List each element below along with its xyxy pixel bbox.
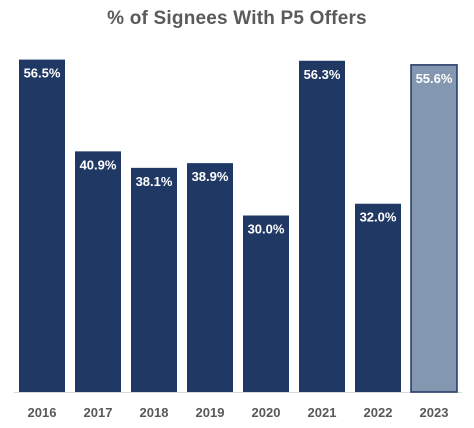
x-tick-label-2016: 2016 (28, 405, 57, 420)
x-tick-label-2023: 2023 (420, 405, 449, 420)
x-tick-label-2019: 2019 (196, 405, 225, 420)
data-label-2022: 32.0% (360, 210, 397, 225)
bar-2017 (75, 151, 121, 392)
chart-title: % of Signees With P5 Offers (107, 8, 367, 29)
x-tick-label-2018: 2018 (140, 405, 169, 420)
data-label-2016: 56.5% (24, 66, 61, 81)
x-tick-label-2017: 2017 (84, 405, 113, 420)
bar-2019 (187, 163, 233, 392)
bar-2018 (131, 167, 177, 392)
data-label-2018: 38.1% (136, 174, 173, 189)
bar-2021 (299, 60, 345, 392)
data-label-2017: 40.9% (80, 157, 117, 172)
x-tick-label-2021: 2021 (308, 405, 337, 420)
data-label-2020: 30.0% (248, 222, 285, 237)
x-tick-label-2022: 2022 (364, 405, 393, 420)
data-label-2021: 56.3% (304, 67, 341, 82)
bar-2020 (243, 215, 289, 392)
x-tick-label-2020: 2020 (252, 405, 281, 420)
bar-2022 (355, 203, 401, 392)
bar-2023 (410, 64, 458, 393)
data-label-2023: 55.6% (416, 71, 453, 86)
data-label-2019: 38.9% (192, 169, 229, 184)
bar-2016 (19, 59, 65, 392)
